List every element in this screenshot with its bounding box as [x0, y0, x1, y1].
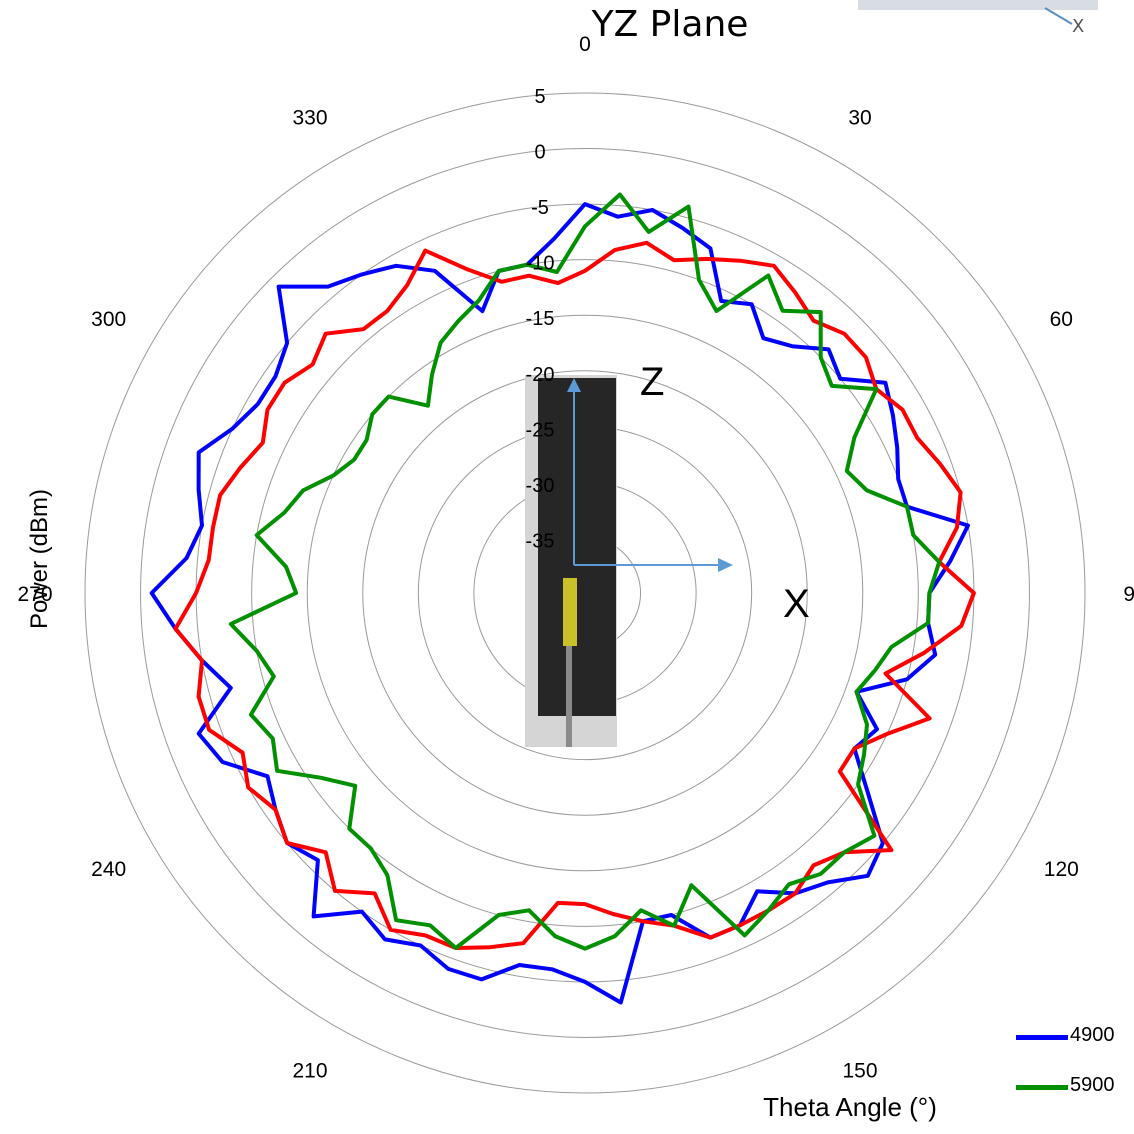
angle-tick-label: 30 [848, 107, 871, 130]
legend-swatch [1016, 1085, 1068, 1090]
x-axis-label: Theta Angle (°) [763, 1092, 937, 1122]
antenna-cable [566, 600, 572, 747]
radial-tick-label: -10 [526, 253, 555, 275]
angle-tick-label: 0 [579, 33, 591, 56]
series-line [228, 192, 942, 951]
series-line [173, 240, 976, 950]
chart-title: YZ Plane [591, 4, 749, 45]
radial-tick-label: -35 [526, 530, 555, 552]
corner-axis-x-label: X [1072, 16, 1085, 37]
radial-tick-label: -20 [526, 364, 555, 386]
radial-tick-label: -30 [526, 475, 555, 497]
angle-tick-label: 90 [1123, 583, 1134, 606]
antenna-inset: Z X [525, 360, 810, 747]
angle-tick-label: 60 [1050, 308, 1073, 331]
series-line [149, 202, 970, 1005]
legend-swatch [1016, 1035, 1068, 1040]
angle-tick-label: 120 [1044, 858, 1079, 881]
radial-tick-label: -15 [526, 308, 555, 330]
radial-tick-label: -25 [526, 419, 555, 441]
angle-tick-label: 240 [91, 858, 126, 881]
antenna-connector [563, 578, 577, 646]
tick-labels: 50-5-10-15-20-25-30-35030609012015018021… [17, 33, 1134, 1134]
angle-tick-label: 270 [17, 583, 52, 606]
y-axis-label: Power (dBm) [26, 488, 53, 630]
grid-ring [251, 259, 919, 927]
angle-tick-label: 300 [91, 308, 126, 331]
legend-label: 4900 [1070, 1024, 1115, 1046]
radial-tick-label: 5 [534, 86, 545, 108]
radial-tick-label: 0 [534, 142, 545, 164]
angle-tick-label: 210 [292, 1059, 327, 1082]
grid-ring [140, 148, 1030, 1038]
grid-ring [306, 314, 864, 872]
inset-x-arrowhead [718, 558, 733, 572]
radial-tick-label: -5 [531, 197, 549, 219]
inset-x-label: X [783, 582, 810, 626]
angle-tick-label: 150 [842, 1059, 877, 1082]
legend-label: 5900 [1070, 1074, 1115, 1096]
antenna-body [538, 378, 616, 716]
legend-item: 4900 [1016, 1022, 1132, 1052]
inset-z-arrowhead [567, 378, 581, 392]
data-series [149, 192, 976, 1005]
angle-tick-label: 330 [292, 107, 327, 130]
grid-ring [84, 92, 1086, 1094]
inset-z-label: Z [640, 360, 664, 404]
grid-ring [362, 370, 808, 816]
legend-item: 5900 [1016, 1072, 1132, 1102]
